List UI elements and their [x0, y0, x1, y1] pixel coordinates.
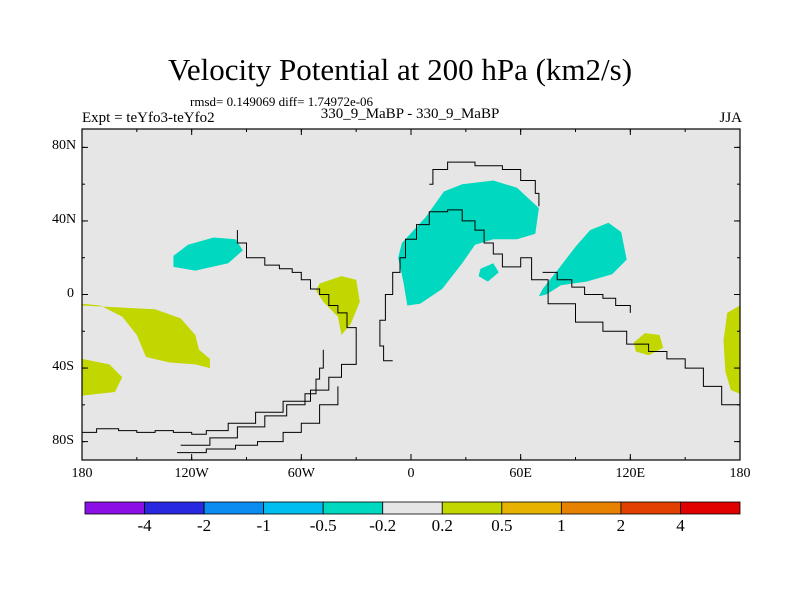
y-tick-label: 0: [67, 285, 74, 301]
fill-positive-southwest-pacific: [82, 303, 210, 396]
colorbar-label: -4: [137, 516, 152, 535]
fill-negative-arabia: [478, 263, 499, 282]
x-tick-label: 180: [71, 466, 93, 481]
colorbar-box: [144, 501, 205, 515]
y-tick-label: 40N: [52, 211, 77, 227]
y-tick-label: 80N: [52, 138, 77, 154]
colorbar-label: 2: [616, 516, 626, 535]
colorbar-box: [322, 501, 384, 515]
colorbar-label: -0.5: [309, 516, 337, 535]
coast-arctic-europe: [429, 161, 540, 207]
colorbar-label: -0.2: [369, 516, 397, 535]
colorbar-box: [382, 501, 443, 515]
colorbar-box: [680, 501, 741, 515]
x-tick-label: 180: [729, 466, 751, 481]
colorbar-box: [203, 501, 265, 515]
coast-antarctic-arc-2: [177, 386, 339, 454]
colorbar-box: [620, 501, 681, 515]
comparison-label: 330_9_MaBP - 330_9_MaBP: [320, 106, 500, 122]
x-tick-label: 60E: [509, 466, 532, 481]
coast-east-asia: [542, 271, 631, 313]
y-tick-label: 40S: [52, 359, 74, 375]
page-title: Velocity Potential at 200 hPa (km2/s): [167, 52, 633, 87]
colorbar-label: 1: [557, 516, 566, 535]
colorbar-box: [263, 501, 324, 515]
fill-negative-north-pacific: [173, 237, 243, 271]
rmsd-diff-stats: rmsd= 0.149069 diff= 1.74972e-06: [190, 94, 374, 109]
x-tick-label: 60W: [287, 466, 315, 481]
colorbar-box: [84, 501, 145, 515]
x-tick-label: 120W: [174, 466, 209, 481]
colorbar-box: [441, 501, 503, 515]
coast-antarctic-arc-1: [180, 349, 324, 446]
coast-americas: [82, 230, 357, 435]
fill-positive-date-line: [723, 305, 740, 394]
x-tick-label: 120E: [615, 466, 646, 481]
season-label: JJA: [719, 110, 742, 126]
experiment-label: Expt = teYfo3-teYfo2: [82, 110, 215, 126]
y-tick-label: 80S: [52, 432, 74, 448]
map-content: [82, 161, 740, 454]
fill-negative-east-asia: [538, 222, 627, 297]
colorbar-label: -1: [256, 516, 271, 535]
colorbar-label: 4: [676, 516, 685, 535]
colorbar-box: [560, 501, 622, 515]
coast-africa-asia: [379, 209, 740, 424]
colorbar-label: 0.5: [491, 516, 513, 535]
colorbar-label: -2: [196, 516, 212, 535]
x-tick-label: 0: [407, 466, 415, 481]
colorbar-box: [501, 501, 562, 515]
colorbar-label: 0.2: [431, 516, 453, 535]
